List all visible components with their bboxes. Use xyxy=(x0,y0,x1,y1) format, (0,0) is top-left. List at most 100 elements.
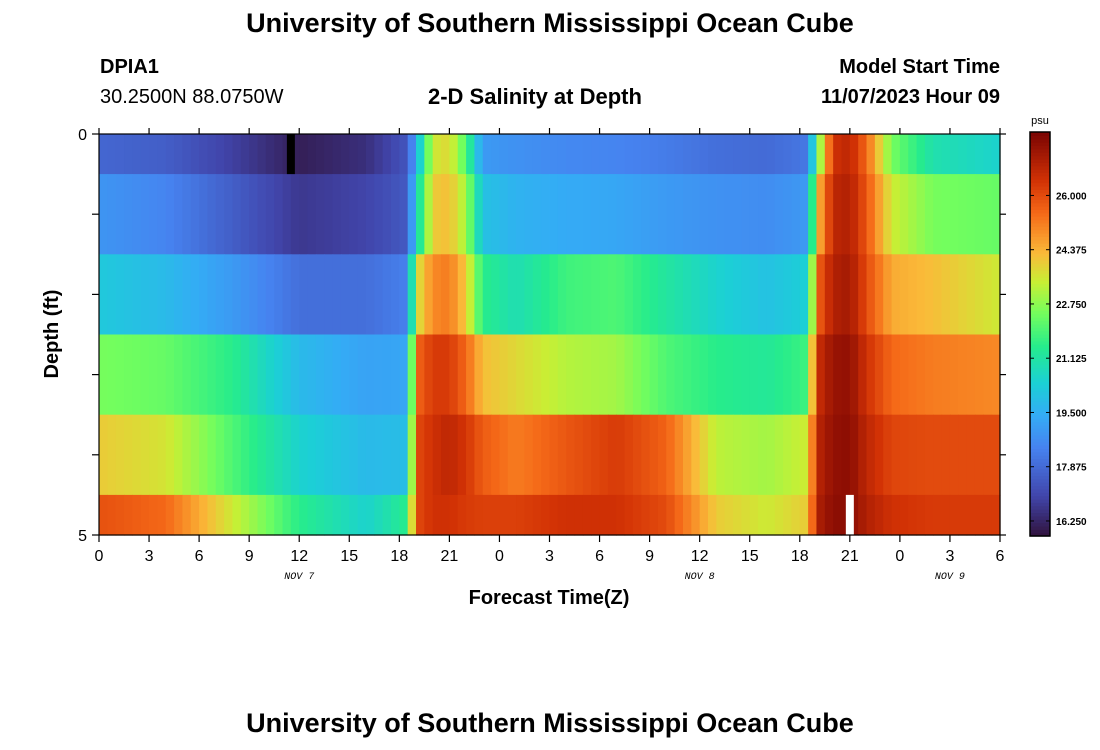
heat-cell xyxy=(532,334,542,416)
heat-cell xyxy=(340,494,350,536)
heat-cell xyxy=(933,334,943,416)
heat-cell xyxy=(424,174,434,255)
colorbar-segment xyxy=(1030,384,1050,389)
heat-cell xyxy=(791,254,801,336)
heat-cell xyxy=(983,254,993,336)
x-tick-label: 6 xyxy=(195,548,204,565)
colorbar-segment xyxy=(1030,307,1050,312)
heat-cell xyxy=(390,254,400,336)
colorbar-segment xyxy=(1030,283,1050,288)
heat-cell xyxy=(624,334,634,416)
heat-cell xyxy=(566,414,576,496)
heat-cell xyxy=(441,414,450,496)
heat-cell xyxy=(649,494,659,536)
heat-cell xyxy=(924,494,934,536)
heat-cell xyxy=(799,334,809,416)
heat-cell xyxy=(632,174,642,255)
heat-cell xyxy=(107,254,117,336)
heat-cell xyxy=(357,414,367,496)
x-tick-label: 0 xyxy=(495,548,504,565)
heat-cell xyxy=(958,174,968,255)
heat-cell xyxy=(566,254,576,336)
heat-cell xyxy=(282,334,292,416)
colorbar-segment xyxy=(1030,185,1050,190)
heat-cell xyxy=(616,134,626,175)
heat-cell xyxy=(866,494,876,536)
heat-cell xyxy=(966,334,976,416)
heat-cell xyxy=(315,334,325,416)
heat-cell xyxy=(207,254,217,336)
heat-cell xyxy=(766,494,776,536)
colorbar-segment xyxy=(1030,401,1050,406)
heat-cell xyxy=(741,174,751,255)
heat-cell xyxy=(441,134,450,175)
heat-cell xyxy=(466,414,476,496)
date-label: NOV 8 xyxy=(685,572,715,583)
heat-cell xyxy=(591,254,601,336)
heat-cell xyxy=(207,334,217,416)
heat-cell xyxy=(190,134,200,175)
heat-cell xyxy=(649,134,659,175)
heat-cell xyxy=(708,174,717,255)
heat-cell xyxy=(724,494,734,536)
heat-cell xyxy=(149,134,158,175)
colorbar-unit: psu xyxy=(1031,115,1049,127)
heat-cell xyxy=(332,134,342,175)
heat-cell xyxy=(774,414,784,496)
heat-cell xyxy=(924,334,934,416)
heat-cell xyxy=(299,134,309,175)
heat-cell xyxy=(365,334,375,416)
heat-cell xyxy=(824,134,834,175)
heat-cell xyxy=(883,254,893,336)
heat-cell xyxy=(724,334,734,416)
heat-cell xyxy=(182,254,192,336)
heat-cell xyxy=(791,134,801,175)
colorbar-segment xyxy=(1030,216,1050,221)
heat-cell xyxy=(365,254,375,336)
heat-cell xyxy=(432,414,442,496)
heat-cell xyxy=(816,334,826,416)
colorbar-segment xyxy=(1030,202,1050,207)
colorbar-segment xyxy=(1030,465,1050,470)
colorbar-tick-label: 21.125 xyxy=(1056,354,1087,365)
heat-cell xyxy=(541,494,551,536)
heat-cell xyxy=(674,334,684,416)
heat-cell xyxy=(557,334,567,416)
heat-cell xyxy=(924,174,934,255)
heat-cell xyxy=(866,414,876,496)
heat-cell xyxy=(624,174,634,255)
heat-cell xyxy=(274,414,284,496)
heat-cell xyxy=(349,254,359,336)
heat-cell xyxy=(783,414,793,496)
heat-cell xyxy=(424,254,434,336)
colorbar-segment xyxy=(1030,461,1050,466)
colorbar-segment xyxy=(1030,492,1050,497)
heat-cell xyxy=(899,174,909,255)
heat-cell xyxy=(991,414,1001,496)
heat-cell xyxy=(457,174,467,255)
heat-cell xyxy=(699,134,709,175)
heat-cell xyxy=(524,494,534,536)
colorbar-segment xyxy=(1030,142,1050,147)
heat-cell xyxy=(290,254,300,336)
heat-cell xyxy=(290,494,300,536)
heat-cell xyxy=(232,414,242,496)
heat-cell xyxy=(816,174,826,255)
heat-cell xyxy=(958,254,968,336)
heat-cell xyxy=(165,334,175,416)
heat-cell xyxy=(624,494,634,536)
heat-cell xyxy=(466,494,476,536)
heat-cell xyxy=(416,334,425,416)
colorbar-segment xyxy=(1030,394,1050,399)
heat-cell xyxy=(883,414,893,496)
heat-cell xyxy=(449,134,459,175)
colorbar-segment xyxy=(1030,374,1050,379)
heat-cell xyxy=(657,494,667,536)
heat-cell xyxy=(699,494,709,536)
heat-cell xyxy=(557,254,567,336)
heat-cell xyxy=(499,414,509,496)
heat-cell xyxy=(390,134,400,175)
heat-cell xyxy=(607,174,617,255)
heat-cell xyxy=(432,494,442,536)
